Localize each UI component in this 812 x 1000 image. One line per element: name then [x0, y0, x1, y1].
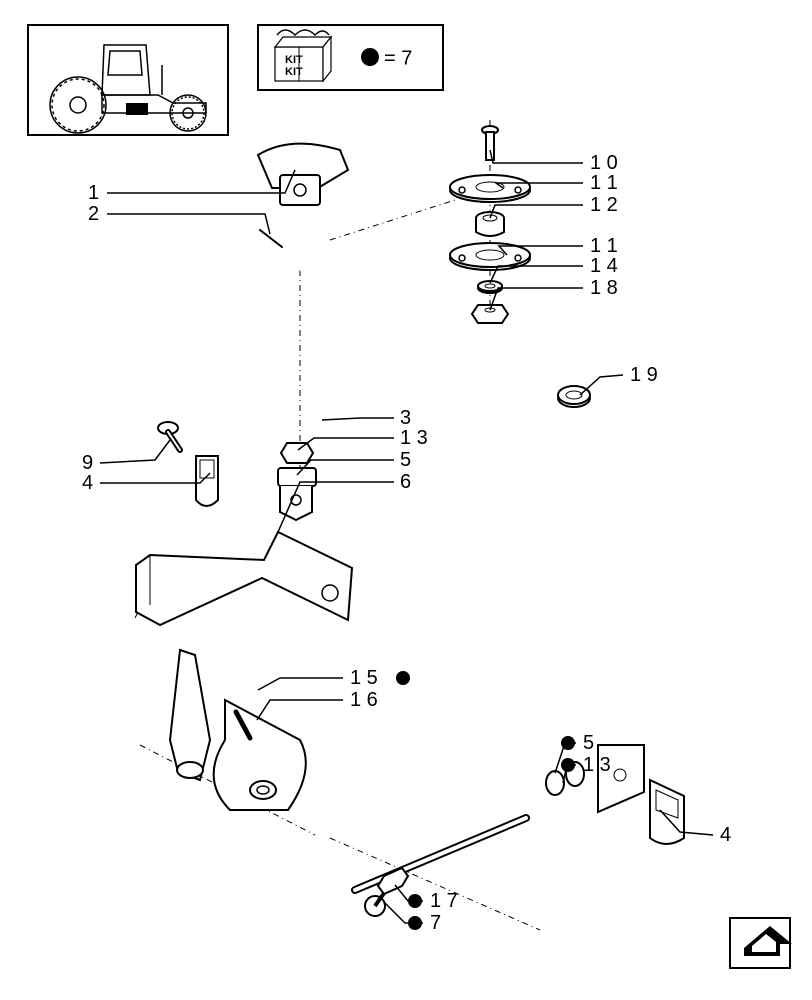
leader-lines: [100, 150, 713, 923]
svg-text:KIT: KIT: [285, 54, 303, 66]
part-9-fastener: [158, 422, 180, 450]
kit-dot-7: [408, 916, 422, 930]
callout-9: 9: [82, 453, 93, 473]
callout-6: 6: [400, 472, 411, 492]
diagram-svg: KIT KIT: [0, 0, 812, 1000]
lower-tierod-assembly: [355, 745, 684, 916]
part-15-lever-arm: [170, 650, 210, 780]
callout-5b: 5: [583, 733, 594, 753]
kit-equals-label: = 7: [384, 48, 412, 69]
callout-11: 1 1: [590, 173, 618, 193]
callout-1: 1: [88, 183, 99, 203]
part-19-seal: [558, 386, 590, 407]
flange-stack: [450, 126, 530, 323]
part-2-pin: [260, 230, 282, 247]
kit-dot-5b: [561, 736, 575, 750]
callout-19: 1 9: [630, 365, 658, 385]
part-13-nut-upper: [281, 443, 313, 463]
tractor-context-box: [28, 25, 228, 135]
part-3-lever-rod: [300, 210, 332, 430]
callout-13: 1 3: [400, 428, 428, 448]
callout-2: 2: [88, 204, 99, 224]
kit-legend-box: KIT KIT: [258, 25, 443, 90]
kit-equals-sign: =: [384, 48, 396, 70]
callout-10: 1 0: [590, 153, 618, 173]
kit-dot-13b: [561, 758, 575, 772]
callout-17: 1 7: [430, 891, 458, 911]
callout-15: 1 5: [350, 668, 378, 688]
part-1-lever-head: [258, 144, 348, 205]
callout-3: 3: [400, 408, 411, 428]
callout-12: 1 2: [590, 195, 618, 215]
callout-5: 5: [400, 450, 411, 470]
part-5-clevis-upper: [278, 468, 316, 520]
callout-4: 4: [82, 473, 93, 493]
parts-diagram-canvas: KIT KIT: [0, 0, 812, 1000]
page-arrow-icon: [730, 918, 792, 968]
callout-18: 1 8: [590, 278, 618, 298]
callout-16: 1 6: [350, 690, 378, 710]
part-6-bracket: [136, 532, 352, 625]
kit-dot-15: [396, 671, 410, 685]
callout-7: 7: [430, 913, 441, 933]
kit-dot-17: [408, 894, 422, 908]
callout-11b: 1 1: [590, 236, 618, 256]
callout-13b: 1 3: [583, 755, 611, 775]
kit-equals-value: 7: [401, 48, 412, 70]
callout-14: 1 4: [590, 256, 618, 276]
callout-4b: 4: [720, 825, 731, 845]
svg-text:KIT: KIT: [285, 66, 303, 78]
part-4-clip-left: [196, 456, 218, 506]
